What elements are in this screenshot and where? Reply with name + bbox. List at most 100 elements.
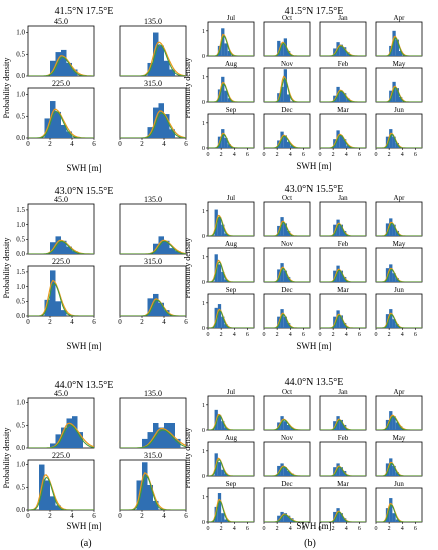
histogram-bar — [336, 463, 340, 476]
subplot-title: Mar — [337, 480, 349, 488]
histogram-bar — [389, 498, 393, 522]
subplot-title: Apr — [394, 194, 406, 202]
x-tick-label: 6 — [358, 526, 361, 532]
subplot-title: Mar — [337, 286, 349, 294]
y-tick-label: 1 — [202, 255, 205, 261]
subplot: Oct — [263, 388, 311, 431]
subplot: Aug 0 1 — [202, 60, 255, 106]
subplot-title: 135.0 — [144, 17, 162, 26]
histogram-bar — [290, 145, 294, 148]
histogram-bar — [336, 265, 340, 282]
fit-curve-green — [264, 466, 310, 476]
histogram-bar — [277, 465, 281, 476]
subplot: Jun 0 2 4 6 — [375, 480, 423, 532]
axes-frame — [263, 293, 311, 329]
histogram-bar — [142, 438, 148, 448]
histogram-bar — [283, 270, 287, 282]
fit-curve-green — [376, 37, 422, 56]
histogram-bar — [287, 276, 291, 282]
histogram-bar — [280, 86, 284, 102]
subplot: Jan — [319, 194, 367, 237]
subplot-title: 225.0 — [52, 257, 70, 266]
subplot: 315.0 0 2 4 6 — [118, 451, 188, 520]
subplot-title: 135.0 — [144, 195, 162, 204]
ylabel-a-1: Probability density — [2, 58, 11, 119]
xlabel-a-3: SWH [m] — [66, 521, 101, 531]
subplot-title: Jul — [227, 388, 235, 396]
subplot: Jul 0 1 — [202, 194, 255, 240]
histogram-bar — [72, 69, 78, 76]
histogram-bar — [277, 40, 281, 56]
histogram-bar — [339, 467, 343, 476]
x-tick-label: 2 — [332, 332, 335, 338]
fit-curve-green — [376, 313, 422, 328]
fit-curve-green — [320, 314, 366, 328]
histogram-bar — [66, 131, 72, 138]
panel-a-title-2: 43.0°N 15.5°E — [55, 186, 114, 197]
subplot-title: Nov — [281, 434, 294, 442]
y-tick-label: 0 — [202, 520, 205, 526]
histogram-bar — [55, 236, 61, 254]
xlabel-a-1: SWH [m] — [66, 163, 101, 173]
fit-curve-orange — [28, 55, 94, 76]
x-tick-label: 0 — [26, 512, 30, 520]
histogram-bar — [395, 422, 399, 430]
subplot: Oct — [263, 194, 311, 237]
histogram-bar — [392, 81, 396, 102]
histogram-bar — [217, 217, 222, 236]
subplot: Mar 0 2 4 6 — [319, 480, 367, 532]
fit-curve-green — [376, 86, 422, 102]
x-tick-label: 6 — [246, 332, 249, 338]
x-tick-label: 6 — [358, 152, 361, 158]
subplot: Jun 0 2 4 6 — [375, 286, 423, 338]
histogram-bar — [224, 519, 228, 522]
histogram-bar — [283, 513, 287, 522]
subplot-title: 315.0 — [144, 79, 162, 88]
subplot-title: 45.0 — [54, 195, 68, 204]
x-tick-label: 2 — [332, 152, 335, 158]
axes-frame — [375, 293, 423, 329]
x-tick-label: 2 — [332, 526, 335, 532]
histogram-bar — [392, 30, 396, 56]
histogram-bar — [147, 485, 153, 510]
x-tick-label: 4 — [289, 526, 292, 532]
x-tick-label: 6 — [302, 152, 305, 158]
histogram-bar — [283, 316, 287, 328]
subplot: Nov — [263, 434, 311, 477]
y-tick-label: 1.0 — [16, 283, 25, 291]
fit-curve-green — [376, 222, 422, 236]
histogram-bar — [392, 273, 396, 282]
histogram-bar — [343, 93, 347, 102]
x-tick-label: 0 — [319, 152, 322, 158]
fit-curve-green — [208, 310, 254, 328]
fit-curve-orange — [120, 110, 186, 138]
histogram-bar — [221, 76, 225, 102]
histogram-bar — [61, 240, 67, 254]
histogram-bar — [336, 508, 340, 522]
subplot: Oct — [263, 14, 311, 57]
fit-curve-green — [28, 56, 94, 76]
panel-label-b: (b) — [304, 538, 316, 549]
fit-curve-green — [120, 112, 186, 138]
fit-curve-orange — [28, 474, 94, 510]
fit-curve-green — [376, 415, 422, 430]
subplot-title: Sep — [226, 480, 237, 488]
x-tick-label: 4 — [345, 152, 348, 158]
histogram-bar — [395, 278, 399, 282]
x-tick-label: 2 — [220, 152, 223, 158]
subplot-title: Sep — [226, 286, 237, 294]
x-tick-label: 2 — [48, 318, 52, 326]
x-tick-label: 0 — [319, 526, 322, 532]
histogram-bar — [224, 427, 228, 430]
histogram-bar — [217, 493, 222, 522]
histogram-bar — [221, 224, 225, 236]
fit-curve-orange — [120, 41, 186, 76]
histogram-bar — [287, 470, 291, 476]
x-tick-label: 4 — [162, 512, 166, 520]
fit-curve-green — [120, 429, 186, 448]
subplot: 45.0 0.0 0.5 1.0 — [16, 389, 95, 452]
histogram-bar — [147, 432, 153, 448]
x-tick-label: 6 — [302, 332, 305, 338]
x-tick-label: 6 — [184, 318, 188, 326]
fit-curve-green — [264, 221, 310, 236]
